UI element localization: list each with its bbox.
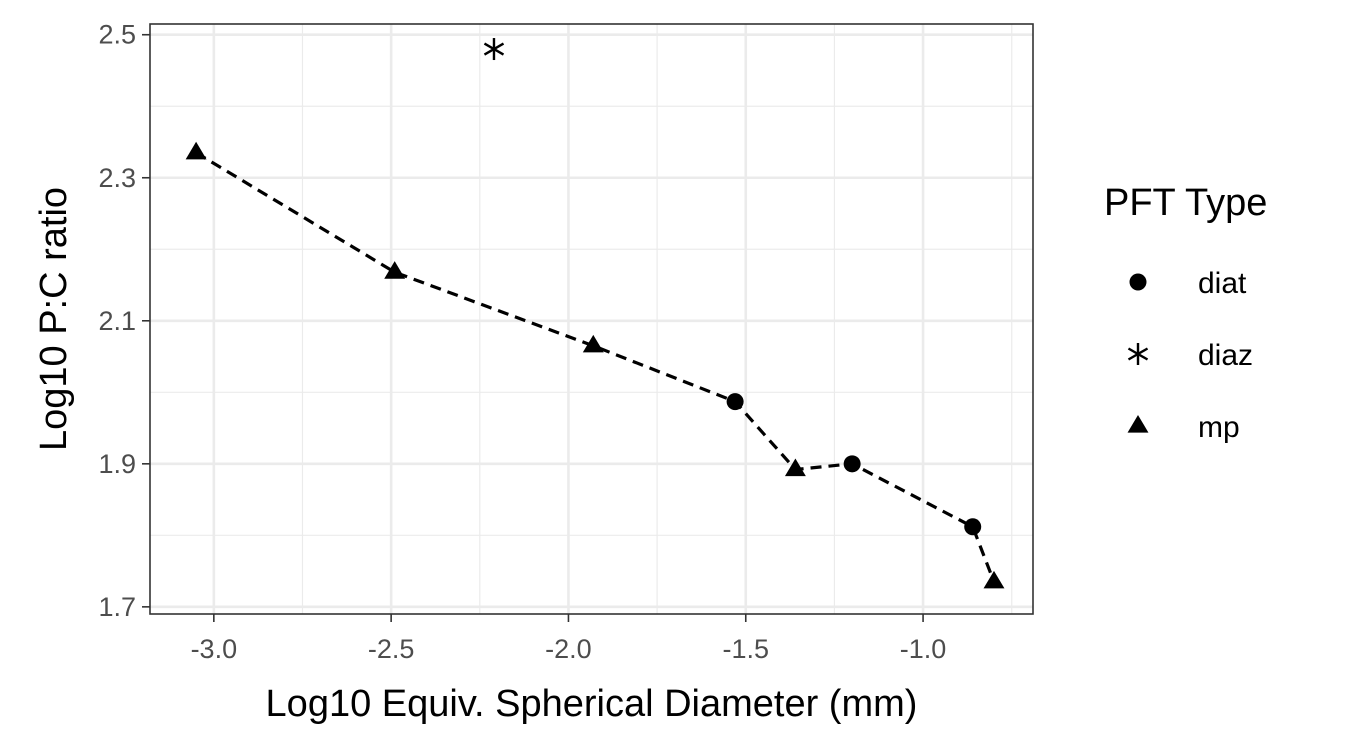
y-tick-label: 2.1 (98, 306, 136, 336)
point-diaz-stroke (483, 42, 505, 56)
x-tick-label: -1.5 (722, 634, 769, 664)
x-tick-label: -1.0 (900, 634, 947, 664)
y-axis-title: Log10 P:C ratio (33, 187, 75, 451)
legend-key-diat (1129, 273, 1147, 291)
grid (150, 24, 1033, 614)
legend-label-diat: diat (1198, 267, 1247, 300)
axis-ticks: -3.0 -2.5 -2.0 -1.5 -1.0 1.7 1.9 2.1 2.3 2.5 (98, 20, 946, 664)
point-mp (185, 141, 207, 160)
x-axis-title: Log10 Equiv. Spherical Diameter (mm) (266, 683, 918, 725)
legend-label-diaz: diaz (1198, 339, 1253, 372)
legend-key-diaz (1127, 343, 1149, 365)
y-tick-label: 1.9 (98, 449, 136, 479)
plot-panel (150, 24, 1033, 614)
point-mp (983, 570, 1005, 589)
point-diat (843, 455, 861, 473)
data-points (185, 38, 1005, 589)
x-tick-label: -2.0 (545, 634, 592, 664)
y-tick-label: 1.7 (98, 592, 136, 622)
legend-title: PFT Type (1104, 182, 1267, 224)
point-mp (784, 458, 806, 477)
x-tick-label: -2.5 (368, 634, 415, 664)
panel-border (149, 23, 1034, 615)
x-tick-label: -3.0 (191, 634, 238, 664)
legend-label-mp: mp (1198, 411, 1240, 444)
point-mp (582, 334, 604, 353)
point-mp (384, 261, 406, 279)
y-tick-label: 2.5 (98, 20, 136, 50)
legend-key-mp (1127, 415, 1149, 433)
point-diat (726, 393, 744, 411)
point-diaz (483, 38, 505, 61)
y-tick-label: 2.3 (98, 163, 136, 193)
point-diat (964, 518, 982, 536)
legend-key-diaz-stroke (1127, 347, 1149, 361)
legend: PFT Type diat diaz mp (1104, 182, 1267, 444)
